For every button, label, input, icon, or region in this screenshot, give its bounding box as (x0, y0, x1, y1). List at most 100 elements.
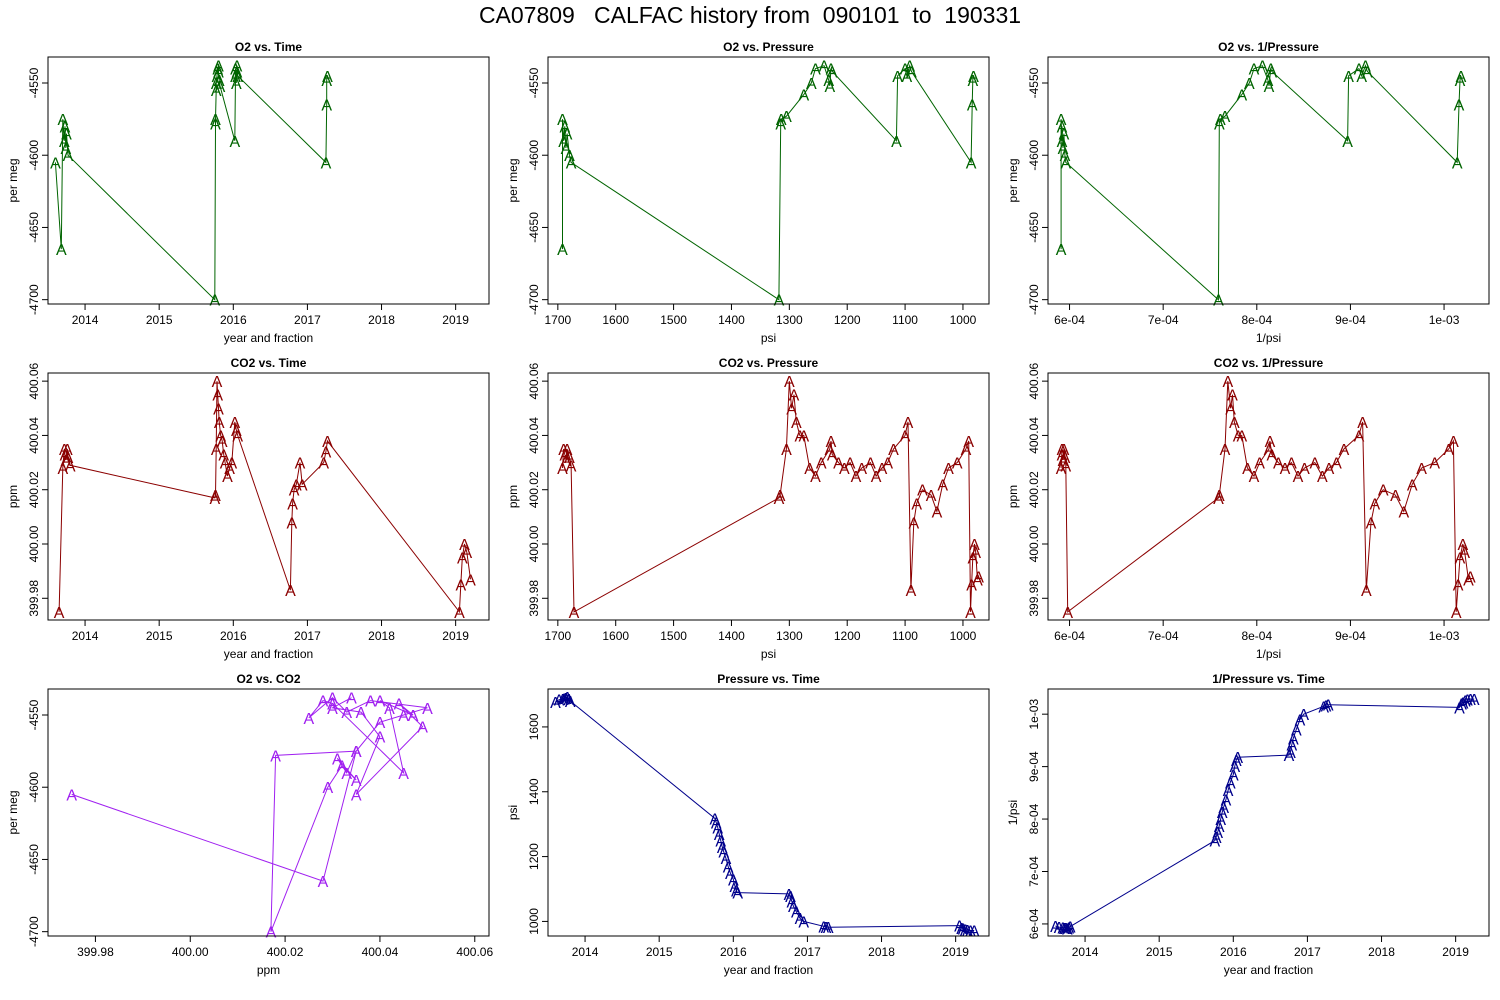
data-point-marker: A (824, 79, 835, 96)
data-point-marker: A (791, 415, 802, 432)
plot-frame (47, 56, 490, 305)
y-tick-label: -4550 (27, 699, 41, 730)
x-axis-label: year and fraction (224, 331, 313, 345)
x-tick-label: 2014 (72, 313, 99, 327)
y-tick-label: -4700 (27, 916, 41, 947)
x-tick-label: 1200 (834, 313, 861, 327)
data-point-marker: A (457, 551, 468, 568)
data-point-marker: A (566, 155, 577, 172)
x-tick-label: 400.06 (456, 945, 493, 959)
data-point-marker: A (1459, 545, 1470, 562)
data-point-marker: A (1343, 69, 1354, 86)
data-point-marker: A (1323, 698, 1334, 715)
data-point-marker: A (1254, 456, 1265, 473)
y-tick-label: 400.02 (27, 471, 41, 508)
data-point-marker: A (211, 442, 222, 459)
x-tick-label: 1400 (718, 313, 745, 327)
data-point-marker: A (1231, 753, 1242, 770)
data-point-marker: A (61, 127, 72, 144)
data-point-marker: A (1232, 750, 1243, 767)
data-point-marker: A (821, 920, 832, 937)
x-tick-label: 2015 (146, 313, 173, 327)
data-point-marker: A (459, 537, 470, 554)
data-point-marker: A (1465, 570, 1476, 587)
data-point-marker: A (1321, 698, 1332, 715)
data-point-marker: A (1236, 88, 1247, 105)
data-point-marker: A (212, 62, 223, 79)
x-tick-label: 1000 (950, 313, 977, 327)
y-tick-label: 400.06 (27, 362, 41, 399)
x-tick-label: 2019 (442, 629, 469, 643)
data-point-marker: A (384, 701, 395, 718)
x-tick-label: 2016 (220, 629, 247, 643)
data-point-marker: A (833, 456, 844, 473)
data-point-marker: A (318, 874, 329, 891)
data-point-marker: A (1356, 69, 1367, 86)
data-point-marker: A (1213, 491, 1224, 508)
data-point-marker: A (1215, 112, 1226, 129)
data-point-marker: A (230, 69, 241, 86)
x-axis-label: year and fraction (224, 647, 313, 661)
data-point-marker: A (731, 884, 742, 901)
data-point-marker: A (967, 73, 978, 90)
data-point-marker: A (266, 925, 277, 942)
y-tick-label: -4650 (527, 212, 541, 243)
data-point-marker: A (1295, 712, 1306, 729)
data-point-marker: A (213, 401, 224, 418)
data-point-marker: A (1229, 415, 1240, 432)
data-point-marker: A (962, 923, 973, 940)
data-point-marker: A (963, 434, 974, 451)
y-axis-label: 1/psi (1006, 800, 1020, 825)
data-point-marker: A (956, 921, 967, 938)
data-point-marker: A (211, 83, 222, 100)
data-point-marker: A (289, 483, 300, 500)
plot-frame (47, 688, 490, 937)
data-point-marker: A (286, 515, 297, 532)
data-point-marker: A (561, 141, 572, 158)
data-point-marker: A (1324, 461, 1335, 478)
data-point-marker: A (958, 922, 969, 939)
data-point-marker: A (375, 730, 386, 747)
y-tick-label: 400.00 (27, 525, 41, 562)
y-tick-label: -4650 (27, 212, 41, 243)
data-point-marker: A (1280, 461, 1291, 478)
data-point-marker: A (215, 79, 226, 96)
data-point-marker: A (1469, 692, 1480, 709)
x-tick-label: 2016 (220, 313, 247, 327)
data-point-marker: A (1054, 920, 1065, 937)
data-point-marker: A (557, 461, 568, 478)
data-point-marker: A (1059, 921, 1070, 938)
data-point-marker: A (1214, 116, 1225, 133)
y-axis-label: psi (506, 805, 520, 820)
data-point-marker: A (851, 469, 862, 486)
y-axis-label: per meg (6, 790, 20, 834)
data-point-marker: A (1407, 477, 1418, 494)
data-point-marker: A (1065, 920, 1076, 937)
y-tick-label: -4650 (27, 844, 41, 875)
data-point-marker: A (1291, 722, 1302, 739)
data-point-marker: A (564, 148, 575, 165)
series-line (1055, 698, 1475, 930)
data-point-marker: A (60, 141, 71, 158)
data-point-marker: A (775, 488, 786, 505)
x-tick-label: 1e-03 (1429, 313, 1460, 327)
data-point-marker: A (1285, 745, 1296, 762)
data-point-marker: A (351, 744, 362, 761)
data-point-marker: A (826, 434, 837, 451)
data-point-marker: A (1244, 76, 1255, 93)
x-tick-label: 1e-03 (1429, 629, 1460, 643)
y-tick-label: 1200 (527, 843, 541, 870)
data-point-marker: A (798, 428, 809, 445)
series-line (54, 65, 328, 301)
data-point-marker: A (1057, 442, 1068, 459)
data-point-marker: A (231, 76, 242, 93)
data-point-marker: A (856, 461, 867, 478)
data-point-marker: A (213, 59, 224, 76)
data-point-marker: A (50, 155, 61, 172)
plot-frame (47, 372, 490, 621)
y-tick-label: 1400 (527, 778, 541, 805)
data-point-marker: A (788, 899, 799, 916)
data-point-marker: A (232, 428, 243, 445)
data-point-marker: A (794, 428, 805, 445)
